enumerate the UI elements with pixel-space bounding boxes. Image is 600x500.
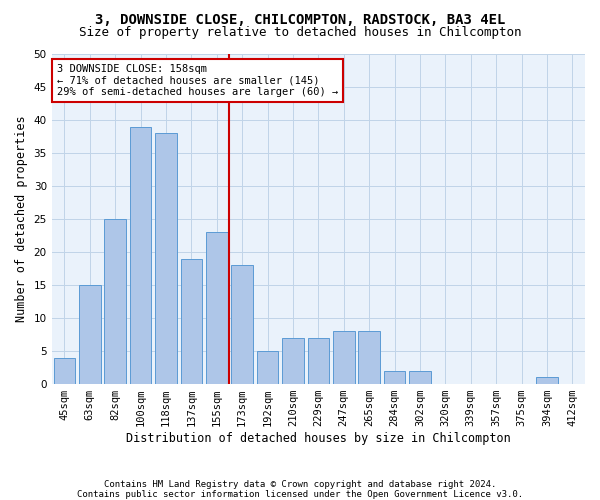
Text: 3, DOWNSIDE CLOSE, CHILCOMPTON, RADSTOCK, BA3 4EL: 3, DOWNSIDE CLOSE, CHILCOMPTON, RADSTOCK… <box>95 12 505 26</box>
Bar <box>333 332 355 384</box>
Bar <box>79 285 101 384</box>
Bar <box>206 232 227 384</box>
Bar <box>232 266 253 384</box>
Bar <box>53 358 75 384</box>
Bar <box>536 378 557 384</box>
Bar <box>130 126 151 384</box>
Bar <box>257 351 278 384</box>
Bar <box>282 338 304 384</box>
Text: Contains public sector information licensed under the Open Government Licence v3: Contains public sector information licen… <box>77 490 523 499</box>
X-axis label: Distribution of detached houses by size in Chilcompton: Distribution of detached houses by size … <box>126 432 511 445</box>
Bar <box>358 332 380 384</box>
Bar <box>384 371 406 384</box>
Bar <box>409 371 431 384</box>
Text: 3 DOWNSIDE CLOSE: 158sqm
← 71% of detached houses are smaller (145)
29% of semi-: 3 DOWNSIDE CLOSE: 158sqm ← 71% of detach… <box>57 64 338 97</box>
Text: Size of property relative to detached houses in Chilcompton: Size of property relative to detached ho… <box>79 26 521 39</box>
Bar <box>155 133 177 384</box>
Bar <box>181 258 202 384</box>
Y-axis label: Number of detached properties: Number of detached properties <box>15 116 28 322</box>
Bar <box>104 219 126 384</box>
Text: Contains HM Land Registry data © Crown copyright and database right 2024.: Contains HM Land Registry data © Crown c… <box>104 480 496 489</box>
Bar <box>308 338 329 384</box>
